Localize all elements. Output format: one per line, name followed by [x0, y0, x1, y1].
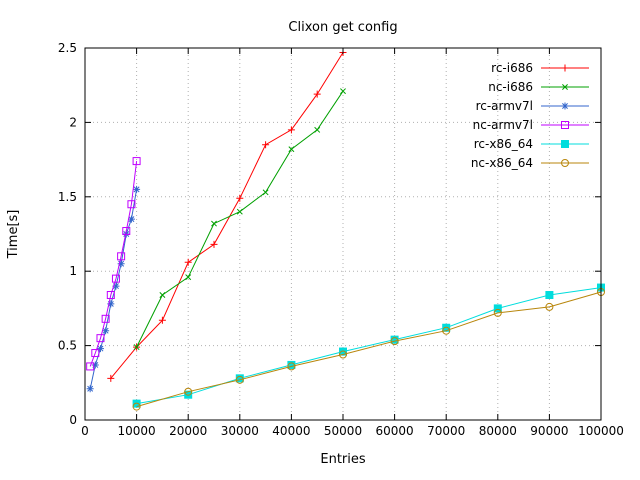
- marker-plus: [313, 90, 321, 98]
- series-line-rc-x86_64: [136, 287, 602, 405]
- marker-asterisk: [117, 260, 125, 268]
- marker-cross: [236, 208, 243, 215]
- x-tick-label: 50000: [324, 424, 362, 438]
- marker-cross: [262, 189, 269, 196]
- marker-asterisk: [561, 102, 569, 110]
- x-tick-label: 70000: [427, 424, 465, 438]
- marker-circle-open: [442, 326, 451, 335]
- axis-layer: 0 10000 20000 30000 40000 50000 60000 70000 8000…: [58, 41, 624, 438]
- marker-cross: [288, 146, 295, 153]
- x-tick-label: 100000: [578, 424, 624, 438]
- marker-square-open: [561, 121, 569, 129]
- marker-square-open: [91, 349, 100, 358]
- marker-asterisk: [127, 215, 135, 223]
- marker-circle-open: [545, 302, 554, 311]
- marker-asterisk: [86, 385, 94, 393]
- legend: rc-i686 nc-i686 rc-armv7l nc-armv7l rc-x86_6…: [471, 61, 589, 170]
- marker-square-open: [86, 362, 95, 371]
- marker-plus: [184, 258, 192, 266]
- marker-square-open: [132, 157, 141, 166]
- y-tick-label: 1.5: [58, 190, 77, 204]
- series-line-rc-i686: [110, 52, 344, 379]
- legend-label: rc-armv7l: [476, 99, 533, 113]
- series-line-nc-x86_64: [136, 291, 602, 408]
- series-line-nc-armv7l: [89, 161, 138, 367]
- marker-asterisk: [91, 361, 99, 369]
- marker-plus: [210, 240, 218, 248]
- x-tick-label: 40000: [272, 424, 310, 438]
- marker-cross: [133, 344, 140, 351]
- marker-asterisk: [102, 327, 110, 335]
- x-tick-label: 60000: [376, 424, 414, 438]
- y-axis-label: Time[s]: [6, 210, 21, 260]
- marker-square-open: [106, 291, 115, 300]
- x-axis-label: Entries: [320, 452, 366, 467]
- marker-asterisk: [133, 185, 141, 193]
- marker-plus: [287, 126, 295, 134]
- x-tick-label: 20000: [169, 424, 207, 438]
- legend-label: nc-i686: [488, 80, 533, 94]
- marker-square-open: [96, 334, 105, 343]
- marker-plus: [561, 64, 569, 72]
- legend-label: rc-x86_64: [474, 137, 533, 151]
- legend-label: nc-armv7l: [473, 118, 533, 132]
- marker-circle-open: [184, 387, 193, 396]
- legend-label: nc-x86_64: [471, 156, 533, 170]
- marker-square-open: [101, 314, 110, 323]
- marker-circle-open: [390, 337, 399, 346]
- x-tick-label: 0: [81, 424, 89, 438]
- marker-square-open: [111, 274, 120, 283]
- marker-circle-open: [339, 350, 347, 359]
- marker-square-open: [117, 252, 126, 261]
- marker-plus: [107, 374, 115, 382]
- marker-cross: [562, 84, 568, 90]
- x-tick-label: 10000: [118, 424, 156, 438]
- marker-plus: [262, 141, 270, 149]
- marker-cross: [314, 126, 321, 133]
- marker-square-filled: [561, 140, 569, 148]
- marker-circle-open: [493, 308, 502, 317]
- x-tick-label: 80000: [479, 424, 517, 438]
- x-tick-label: 30000: [221, 424, 259, 438]
- marker-asterisk: [122, 230, 130, 238]
- marker-plus: [158, 316, 166, 324]
- marker-square-open: [127, 200, 136, 209]
- marker-circle-open: [132, 402, 141, 411]
- marker-circle-open: [287, 362, 296, 371]
- marker-square-open: [122, 227, 131, 236]
- y-tick-label: 1: [69, 264, 77, 278]
- y-tick-label: 0: [69, 413, 77, 427]
- marker-square-filled: [493, 304, 502, 313]
- x-tick-label: 90000: [530, 424, 568, 438]
- y-tick-label: 2: [69, 115, 77, 129]
- marker-square-filled: [442, 323, 451, 332]
- marker-asterisk: [96, 345, 104, 353]
- marker-cross: [185, 274, 192, 281]
- marker-square-filled: [339, 347, 347, 356]
- marker-circle-open: [235, 375, 244, 384]
- y-tick-label: 2.5: [58, 41, 77, 55]
- marker-cross: [159, 292, 166, 298]
- legend-label: rc-i686: [491, 61, 533, 75]
- marker-plus: [236, 194, 244, 202]
- marker-asterisk: [112, 282, 120, 290]
- marker-cross: [340, 88, 346, 95]
- marker-square-filled: [545, 291, 554, 300]
- y-tick-label: 0.5: [58, 339, 77, 353]
- marker-asterisk: [107, 300, 115, 308]
- series-layer: [86, 48, 605, 411]
- chart-title: Clixon get config: [288, 20, 397, 35]
- marker-cross: [211, 220, 217, 227]
- marker-square-filled: [132, 399, 141, 408]
- marker-circle-open: [561, 159, 569, 167]
